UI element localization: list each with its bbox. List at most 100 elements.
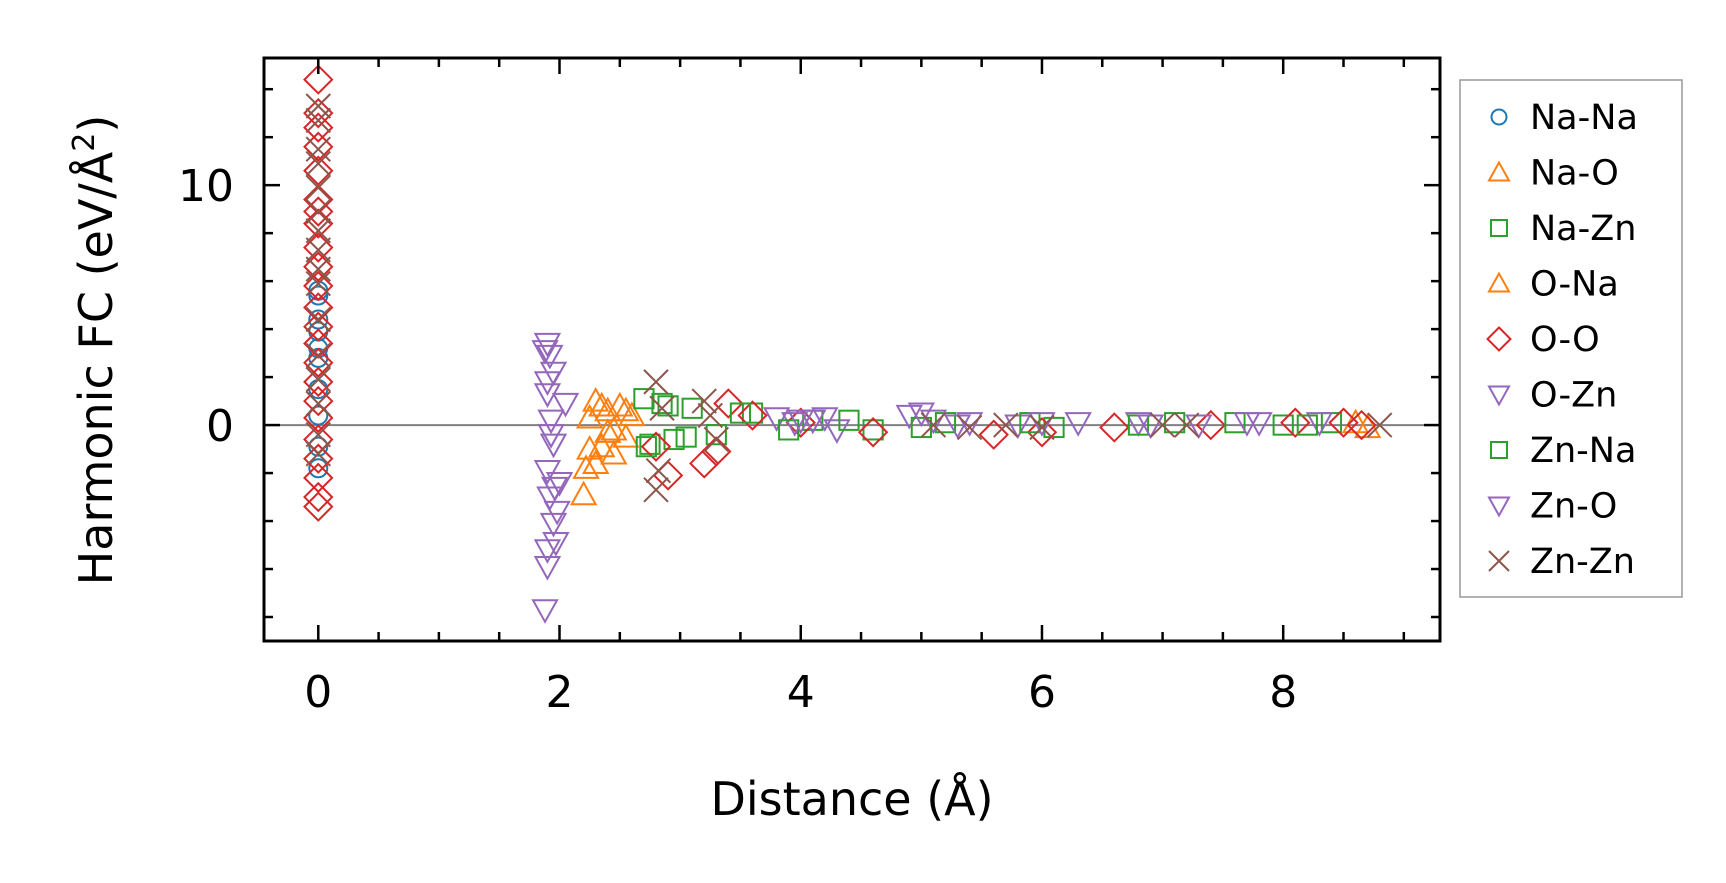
legend-marker	[1487, 385, 1511, 407]
data-point	[633, 388, 655, 410]
data-point	[857, 417, 889, 448]
legend-label: Zn-O	[1530, 487, 1617, 527]
legend-item-o-zn: O-Zn	[1487, 376, 1617, 416]
data-point	[703, 426, 730, 453]
series-na-zn	[633, 388, 1343, 455]
series-o-o	[303, 64, 1377, 522]
plot-frame	[262, 56, 1442, 643]
legend-label: O-Zn	[1530, 376, 1617, 416]
data-point	[545, 472, 574, 497]
data-point	[781, 412, 809, 437]
data-point	[741, 402, 764, 424]
data-point	[955, 412, 984, 437]
data-point	[645, 457, 672, 484]
data-point	[305, 441, 331, 467]
data-point	[305, 174, 331, 201]
data-point	[303, 112, 334, 143]
data-point	[303, 251, 334, 282]
data-point	[533, 332, 562, 358]
data-point	[305, 306, 331, 333]
legend-marker	[1487, 271, 1511, 293]
x-axis-title: Distance (Å)	[710, 772, 993, 826]
legend-marker	[1486, 326, 1512, 352]
data-point	[533, 539, 562, 564]
data-point	[305, 256, 331, 282]
data-point	[1296, 414, 1318, 436]
x-tick-label: 6	[1028, 667, 1056, 718]
data-point	[542, 532, 570, 557]
axis-ticks: 0 2 4 6 8 0 10	[178, 58, 1440, 718]
data-point	[305, 136, 331, 162]
data-point	[993, 412, 1019, 438]
data-point	[543, 500, 571, 526]
data-point	[533, 460, 562, 485]
data-point	[862, 419, 884, 441]
data-point	[539, 433, 568, 459]
x-tick-label: 2	[546, 667, 574, 718]
data-point	[303, 184, 334, 215]
data-point	[649, 395, 675, 421]
y-tick-label: 10	[178, 161, 234, 212]
legend-item-zn-na: Zn-Na	[1490, 431, 1636, 471]
data-point	[305, 366, 331, 393]
data-point	[303, 196, 334, 227]
legend-item-zn-zn: Zn-Zn	[1488, 542, 1635, 582]
series-o-zn	[531, 332, 1334, 624]
data-point	[978, 419, 1009, 450]
x-tick-label: 0	[304, 667, 332, 718]
data-point	[303, 232, 334, 263]
data-point	[705, 424, 727, 446]
data-point	[594, 418, 622, 443]
series-na-o	[569, 387, 646, 506]
data-point	[1224, 412, 1246, 434]
data-point	[303, 131, 334, 162]
data-point	[533, 371, 562, 396]
data-point	[811, 407, 839, 432]
data-point	[581, 449, 610, 475]
data-point	[1136, 414, 1165, 440]
data-point	[531, 340, 559, 365]
legend-item-na-o: Na-O	[1487, 154, 1619, 194]
data-point	[303, 208, 334, 239]
data-point	[663, 428, 685, 451]
data-point	[691, 388, 717, 414]
series-zn-na	[635, 395, 1318, 458]
data-point	[308, 285, 329, 306]
legend-marker	[1488, 550, 1510, 572]
data-point	[600, 439, 628, 465]
data-point	[1346, 409, 1377, 441]
legend-label: Na-Na	[1530, 98, 1638, 138]
legend-marker	[1490, 219, 1508, 237]
data-point	[689, 448, 720, 479]
data-point	[681, 397, 703, 419]
data-point	[907, 402, 936, 428]
data-point	[303, 64, 334, 95]
data-point	[303, 347, 334, 378]
x-tick-label: 8	[1269, 667, 1297, 718]
data-point	[569, 480, 598, 506]
data-point	[713, 388, 744, 419]
legend-marker	[1487, 160, 1511, 182]
data-point	[600, 415, 628, 441]
data-point	[838, 409, 860, 431]
x-tick-label: 4	[787, 667, 815, 718]
data-point	[697, 402, 723, 429]
data-point	[606, 391, 634, 417]
data-point	[575, 403, 604, 429]
data-point	[895, 404, 923, 430]
data-point	[305, 198, 331, 225]
data-point	[305, 237, 331, 263]
data-point	[729, 402, 752, 424]
data-point	[588, 432, 616, 458]
data-point	[1328, 407, 1359, 438]
data-point	[1272, 414, 1294, 436]
data-point	[303, 366, 334, 398]
data-point	[305, 107, 331, 134]
legend-label: Na-O	[1530, 154, 1619, 194]
data-point	[1245, 412, 1273, 437]
legend-label: Na-Zn	[1530, 209, 1636, 249]
legend-item-o-o: O-O	[1486, 320, 1600, 360]
data-point	[1028, 412, 1056, 437]
legend-item-zn-o: Zn-O	[1487, 487, 1617, 527]
